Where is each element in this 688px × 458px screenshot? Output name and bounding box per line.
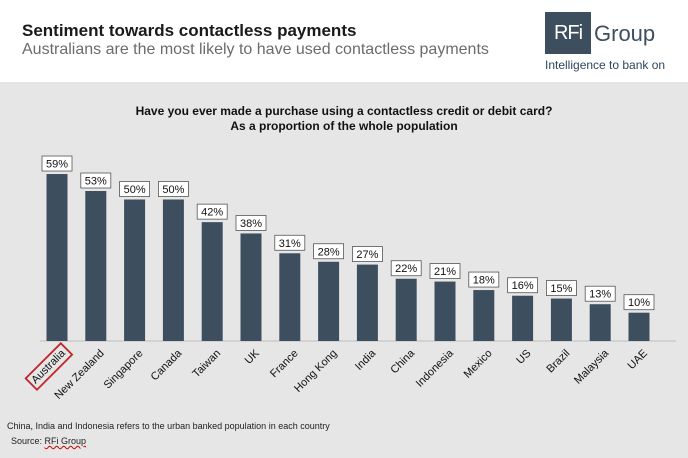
data-label: 59% [46, 159, 68, 171]
data-label: 50% [162, 184, 184, 196]
bar [201, 222, 223, 341]
data-label-box [196, 203, 228, 220]
data-label-box [390, 260, 422, 277]
bar [240, 233, 262, 341]
source-text: RFi Group [44, 436, 87, 446]
data-label: 13% [589, 289, 611, 301]
data-label-box [274, 234, 306, 251]
bar [434, 281, 456, 341]
category-tick-label-group: China [388, 347, 417, 376]
logo-word: Group [594, 21, 656, 46]
data-label: 50% [124, 184, 146, 196]
logo-mark: RFi [545, 12, 591, 54]
bar [279, 253, 301, 341]
category-tick-label: Singapore [102, 347, 146, 391]
category-tick-label: Malaysia [572, 347, 612, 387]
bar [473, 290, 495, 341]
source-prefix: Source: [11, 436, 43, 446]
rfi-group-logo: RFi Group Intelligence to bank on [545, 12, 675, 72]
bar [318, 261, 340, 341]
bar [46, 174, 68, 341]
chart-subtitle: As a proportion of the whole population [230, 119, 458, 133]
data-label: 16% [512, 280, 534, 292]
data-label: 42% [201, 207, 223, 219]
data-label: 31% [279, 238, 301, 250]
data-label-box [80, 172, 112, 189]
bar [628, 312, 650, 341]
data-label-box [351, 246, 383, 262]
bar [85, 191, 107, 341]
bar [589, 304, 611, 341]
data-label: 18% [473, 275, 495, 287]
bar [512, 295, 534, 341]
data-label: 38% [240, 218, 262, 230]
data-label-box [507, 277, 539, 294]
category-tick-label-group: India [353, 347, 379, 373]
category-tick-label-group: UK [243, 347, 263, 367]
bar [162, 199, 184, 341]
chart-title: Have you ever made a purchase using a co… [135, 104, 553, 118]
category-tick-label-group: Canada [149, 347, 185, 383]
category-tick-label-group: Singapore [102, 347, 146, 391]
chart-panel [0, 82, 688, 458]
category-tick-label-group: Taiwan [190, 347, 223, 380]
data-label: 28% [318, 246, 340, 258]
category-tick-label: Australia [29, 347, 68, 386]
header: Sentiment towards contactless payments A… [0, 0, 688, 82]
bar [124, 199, 146, 341]
category-tick-label: Brazil [544, 347, 572, 375]
data-label-box [546, 280, 577, 296]
data-label-box [41, 155, 73, 172]
data-label: 53% [85, 176, 107, 188]
data-label-box [623, 294, 655, 311]
category-tick-label-group: Mexico [462, 347, 495, 380]
chart-title-block: Have you ever made a purchase using a co… [0, 104, 688, 134]
source-note: Source: RFi Group [11, 436, 86, 446]
data-label: 22% [395, 263, 417, 275]
data-label: 27% [356, 249, 378, 261]
data-label-box [157, 181, 189, 197]
bar [395, 278, 417, 341]
data-label-box [584, 285, 616, 302]
page-title: Sentiment towards contactless payments [22, 21, 357, 40]
category-tick-label-group: France [268, 347, 301, 380]
category-tick-label: Mexico [462, 347, 495, 380]
category-tick-label: UAE [625, 347, 649, 371]
category-tick-label-group: UAE [625, 347, 649, 371]
data-label-box [429, 263, 461, 279]
data-label-box [235, 215, 267, 231]
bar [356, 264, 378, 341]
category-tick-label-group: Malaysia [572, 347, 612, 387]
category-tick-label: Indonesia [414, 347, 457, 390]
category-tick-label: UK [243, 347, 263, 367]
category-tick-label: Canada [149, 347, 185, 383]
category-tick-label-group: Brazil [544, 347, 572, 375]
category-tick-label: India [353, 347, 379, 373]
data-label-box [468, 271, 500, 288]
logo-tagline: Intelligence to bank on [545, 58, 666, 72]
data-label: 21% [434, 266, 456, 278]
highlight-box [24, 342, 74, 392]
data-label: 15% [550, 283, 572, 295]
category-tick-label-group: Indonesia [414, 347, 457, 390]
category-tick-label: US [514, 347, 533, 366]
page-subtitle: Australians are the most likely to have … [22, 41, 489, 58]
category-tick-label-group: US [514, 347, 533, 366]
category-tick-label: China [388, 347, 417, 376]
bar [550, 298, 572, 341]
data-label: 10% [628, 297, 650, 309]
category-tick-label: France [268, 347, 301, 380]
footnote: China, India and Indonesia refers to the… [7, 421, 330, 431]
data-label-box [313, 243, 345, 260]
data-label-box [119, 181, 150, 197]
category-tick-label: Taiwan [190, 347, 223, 380]
